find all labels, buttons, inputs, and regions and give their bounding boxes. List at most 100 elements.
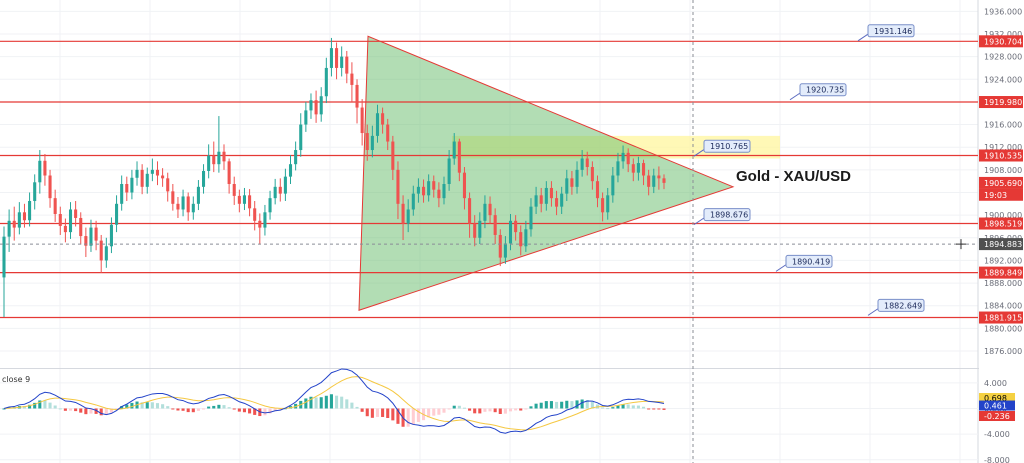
macd-histogram-bar — [94, 408, 98, 414]
macd-histogram-bar — [89, 408, 93, 414]
candle-body — [534, 195, 538, 207]
symmetrical-triangle[interactable] — [358, 35, 735, 311]
candle-body — [176, 203, 180, 210]
level-callout-box[interactable] — [785, 254, 833, 268]
macd-histogram-bar — [642, 406, 646, 409]
candle-body — [171, 191, 175, 204]
level-callout-box[interactable] — [877, 298, 925, 312]
candlestick-series — [2, 37, 666, 318]
level-callout-box[interactable] — [703, 208, 751, 222]
axis-price-badge[interactable] — [979, 35, 1023, 48]
price-tick-label: 1928.000 — [984, 53, 1022, 62]
level-labels[interactable]: 1931.146 1920.735 1910.765 1898.676 1890.419… — [693, 24, 925, 316]
candle-body — [94, 227, 98, 241]
level-callout-text: 1890.419 — [792, 257, 830, 266]
candle-body — [186, 196, 190, 213]
candle-body — [237, 195, 241, 204]
candle-body — [544, 187, 548, 204]
level-callout-box[interactable] — [703, 139, 751, 153]
axis-price-badge[interactable] — [979, 96, 1023, 109]
candle-body — [621, 152, 625, 162]
macd-tick-label: -4.000 — [984, 430, 1010, 439]
candle-body — [386, 124, 390, 142]
macd-value-badge — [979, 400, 1015, 411]
macd-histogram-bar — [181, 408, 185, 411]
macd-label: close 9 — [2, 375, 30, 384]
macd-histogram-bar — [161, 404, 165, 409]
candle-body — [647, 175, 651, 187]
macd-histogram-bar — [2, 408, 6, 410]
macd-histogram-bar — [115, 408, 119, 410]
macd-histogram-bar — [155, 403, 160, 409]
candle-body — [539, 195, 543, 204]
candle-body — [396, 169, 400, 204]
candle-body — [232, 184, 236, 196]
horizontal-levels[interactable] — [0, 40, 978, 319]
macd-histogram-bar — [191, 408, 195, 413]
macd-histogram-bar — [314, 397, 318, 409]
macd-tick-label: -8.000 — [984, 456, 1010, 463]
candle-body — [595, 181, 600, 199]
macd-histogram-bar — [104, 408, 108, 415]
axis-price-badge[interactable] — [979, 149, 1023, 162]
macd-histogram-bar — [544, 401, 548, 409]
candle-body — [411, 193, 415, 210]
axis-price-badge[interactable] — [979, 188, 1023, 201]
macd-histogram-bar — [242, 408, 246, 413]
candle-body — [89, 227, 93, 246]
price-tick-label: 1932.000 — [984, 30, 1022, 39]
level-callout-box[interactable] — [867, 24, 915, 38]
axis-price-badge[interactable] — [979, 311, 1023, 324]
macd-value-badge — [979, 410, 1015, 421]
candle-body — [498, 234, 502, 258]
axis-price-badge[interactable] — [979, 217, 1023, 230]
candle-body — [662, 178, 666, 183]
candle-body — [468, 198, 472, 224]
axis-price-badge[interactable] — [979, 238, 1023, 251]
axis-price-badge[interactable] — [979, 176, 1023, 189]
macd-histogram-bar — [529, 406, 533, 409]
candle-body — [130, 177, 134, 193]
candle-body — [63, 225, 67, 233]
macd-histogram-bar — [478, 408, 482, 414]
candle-body — [483, 203, 487, 221]
candle-body — [53, 198, 57, 215]
candle-body — [273, 186, 277, 199]
macd-histogram-bar — [524, 408, 528, 410]
price-tick-label: 1924.000 — [984, 75, 1022, 84]
macd-histogram-bar — [212, 405, 216, 409]
candle-body — [462, 172, 466, 199]
candle-body — [288, 164, 293, 177]
candle-body — [432, 181, 436, 190]
macd-histogram-bar — [253, 408, 257, 415]
candle-body — [575, 169, 579, 187]
chart-title: Gold - XAU/USD — [736, 168, 851, 185]
candle-body — [299, 124, 303, 151]
macd-line — [3, 368, 665, 434]
price-axis[interactable]: 1936.0001932.0001928.0001924.0001920.000… — [979, 0, 1024, 463]
candle-body — [84, 236, 88, 246]
level-callout-text: 1920.735 — [806, 86, 844, 95]
triangle-shape[interactable] — [358, 35, 735, 311]
macd-histogram-bar — [498, 408, 502, 414]
candle-body — [166, 178, 170, 192]
price-tick-label: 1876.000 — [984, 347, 1022, 356]
candle-body — [503, 243, 507, 258]
level-callout-box[interactable] — [799, 83, 847, 97]
macd-histogram-bar — [396, 408, 400, 424]
candle-body — [48, 175, 52, 199]
macd-histogram-bar — [207, 406, 211, 409]
candle-body — [278, 186, 282, 194]
candle-body — [268, 198, 272, 213]
candle-body — [447, 158, 451, 184]
macd-histogram-bar — [248, 408, 252, 414]
price-tick-label: 1888.000 — [984, 279, 1022, 288]
candle-body — [294, 150, 298, 165]
price-tick-label: 1908.000 — [984, 166, 1022, 175]
macd-histogram-bar — [109, 408, 113, 413]
macd-histogram-bar — [304, 398, 308, 409]
candle-body — [304, 110, 308, 125]
axis-price-badge[interactable] — [979, 266, 1023, 279]
candle-body — [329, 48, 333, 68]
